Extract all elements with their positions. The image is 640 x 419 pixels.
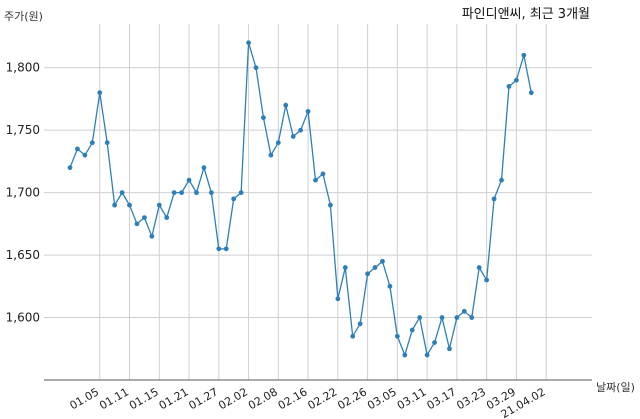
data-point [67, 165, 73, 171]
data-point [469, 315, 475, 320]
data-point [499, 177, 504, 183]
data-point [164, 215, 170, 221]
data-point [112, 202, 118, 208]
data-point [283, 102, 289, 108]
series-points [67, 40, 534, 358]
data-point [335, 296, 341, 302]
x-tick-label: 03.05 [365, 385, 399, 412]
data-point [387, 283, 393, 289]
data-point [298, 127, 304, 133]
data-point [320, 171, 326, 177]
data-point [290, 134, 296, 139]
data-point [514, 77, 519, 83]
data-point [275, 140, 281, 146]
y-tick-label: 1,750 [6, 123, 40, 137]
data-point [372, 265, 378, 270]
data-point [432, 340, 437, 345]
data-point [484, 277, 490, 283]
data-point [179, 190, 185, 196]
x-tick-label: 01.27 [187, 385, 221, 412]
data-point [156, 202, 162, 208]
data-point [506, 84, 512, 89]
x-tick-label: 02.26 [335, 385, 369, 412]
data-point [134, 221, 140, 227]
data-point [216, 246, 222, 252]
data-point [82, 152, 88, 158]
x-tick-label: 01.15 [127, 385, 161, 412]
data-point [357, 321, 363, 327]
data-point [328, 202, 333, 208]
data-point [305, 109, 311, 114]
x-tick-label: 01.21 [157, 385, 191, 412]
x-tick-label: 03.23 [454, 385, 488, 412]
data-point [365, 271, 370, 277]
data-point [171, 190, 177, 196]
data-point [402, 352, 408, 358]
x-tick-label: 02.16 [276, 385, 310, 412]
data-point [238, 190, 244, 196]
data-point [417, 315, 423, 320]
data-point [231, 196, 237, 202]
x-tick-label: 02.22 [306, 385, 340, 412]
y-axis-label: 주가(원) [4, 10, 43, 23]
data-point [208, 190, 214, 196]
series-line [69, 42, 532, 358]
data-point [439, 315, 445, 320]
data-point [261, 115, 266, 121]
data-point [75, 146, 80, 152]
data-point [142, 215, 147, 221]
data-point [201, 165, 207, 171]
x-axis-label: 날짜(일) [596, 380, 635, 394]
data-point [521, 52, 527, 58]
grid-lines [44, 24, 592, 380]
data-point [454, 315, 460, 320]
data-point [394, 333, 400, 339]
x-tick-label: 02.02 [216, 385, 250, 412]
data-point [223, 246, 229, 252]
data-point [104, 140, 110, 146]
y-tick-label: 1,800 [6, 61, 40, 75]
x-tick-label: 01.05 [67, 385, 101, 412]
x-tick-labels: 01.0501.1101.1501.2101.2702.0202.0802.16… [67, 385, 547, 419]
y-tick-label: 1,600 [6, 311, 40, 325]
x-tick-label: 01.11 [97, 385, 131, 412]
data-point [447, 346, 452, 352]
x-tick-label: 03.11 [395, 385, 429, 412]
data-point [127, 202, 132, 208]
y-tick-labels: 1,600 1,650 1,700 1,750 1,800 [6, 61, 40, 325]
data-point [476, 265, 482, 270]
y-tick-label: 1,650 [6, 248, 40, 262]
data-point [253, 65, 259, 71]
data-point [246, 40, 251, 46]
chart-title: 파인디앤씨, 최근 3개월 [462, 7, 590, 22]
data-point [461, 308, 467, 314]
x-tick-label: 02.08 [246, 385, 280, 412]
data-point [268, 152, 274, 158]
data-point [380, 258, 385, 264]
data-point [342, 265, 348, 270]
data-point [186, 177, 192, 183]
y-tick-label: 1,700 [6, 186, 40, 200]
data-point [194, 190, 199, 196]
data-point [89, 140, 95, 146]
data-point [409, 327, 415, 333]
data-point [119, 190, 125, 196]
data-point [97, 90, 103, 96]
x-tick-label: 03.17 [425, 385, 459, 412]
data-point [424, 352, 430, 358]
data-point [149, 233, 155, 239]
data-point [491, 196, 497, 202]
data-point [528, 90, 534, 96]
data-point [350, 333, 356, 339]
data-point [313, 177, 318, 183]
